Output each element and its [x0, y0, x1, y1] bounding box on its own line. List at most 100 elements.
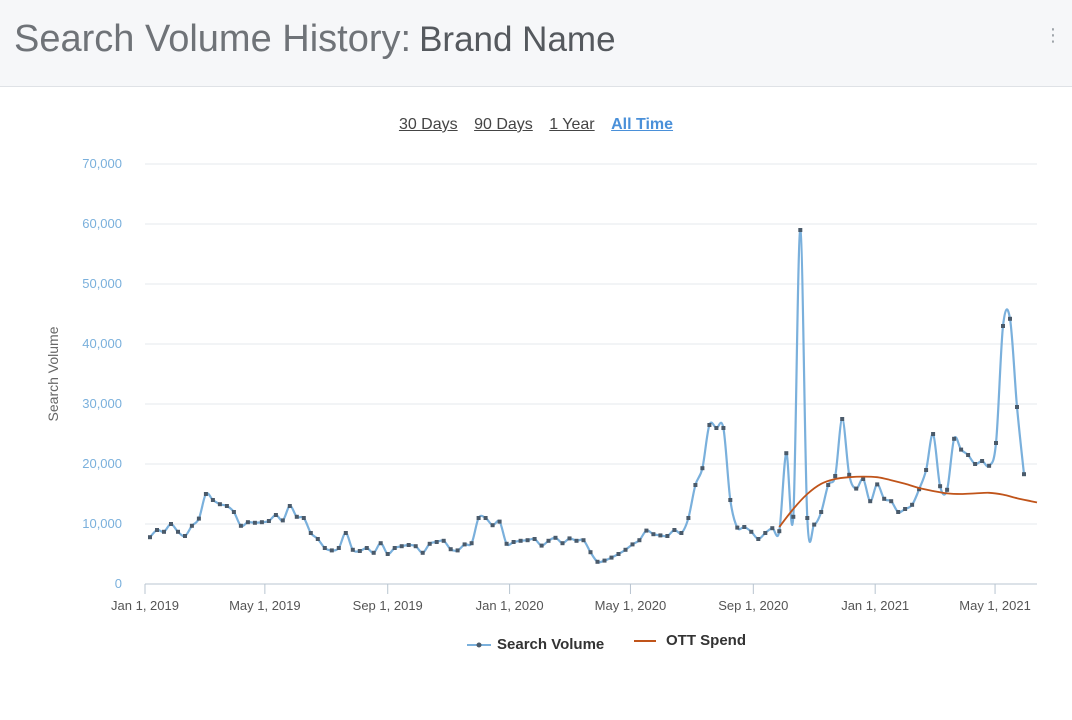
search-volume-point [455, 548, 460, 553]
range-30-days-link[interactable]: 30 Days [398, 116, 458, 133]
search-volume-point [434, 540, 439, 544]
ott-spend-line [778, 475, 1038, 528]
search-volume-point [973, 462, 978, 466]
search-volume-point [203, 492, 208, 496]
range-1-year-link[interactable]: 1 Year [549, 116, 595, 133]
search-volume-point [861, 477, 866, 481]
search-volume-point [602, 558, 607, 563]
search-volume-point [231, 510, 236, 514]
search-volume-point [812, 522, 817, 527]
search-volume-point [441, 538, 446, 543]
search-volume-point [1008, 316, 1012, 321]
search-volume-point [791, 514, 796, 519]
search-volume-point [875, 482, 880, 487]
legend-ott-spend-label: OTT Spend [666, 632, 746, 649]
search-volume-point [966, 453, 971, 457]
search-volume-point [169, 522, 173, 526]
search-volume-point [686, 516, 691, 520]
search-volume-point [322, 546, 327, 550]
search-volume-point [637, 538, 642, 543]
y-tick-label: 20,000 [82, 456, 122, 471]
search-volume-point [476, 516, 481, 520]
search-volume-point [308, 531, 313, 535]
legend-ott-spend[interactable]: OTT Spend [632, 632, 746, 649]
search-volume-point [399, 544, 404, 549]
x-tick-label: May 1, 2019 [229, 598, 301, 613]
search-volume-point [658, 533, 663, 538]
search-volume-point [980, 459, 985, 463]
search-volume-point [588, 550, 593, 555]
search-volume-point [217, 502, 222, 507]
search-volume-point [784, 451, 789, 456]
search-volume-point [336, 546, 341, 550]
search-volume-point [987, 463, 992, 468]
search-volume-point [420, 550, 425, 555]
search-volume-point [497, 519, 502, 524]
search-volume-point [238, 523, 243, 528]
search-volume-point [889, 499, 894, 504]
search-volume-point [574, 538, 579, 543]
search-volume-point [371, 550, 376, 555]
search-volume-point [162, 529, 166, 534]
search-volume-point [714, 426, 719, 430]
page-title: Search Volume History: Brand Name [14, 18, 616, 61]
x-tick-label: Jan 1, 2021 [841, 598, 909, 613]
search-volume-point [385, 552, 390, 556]
search-volume-point [651, 532, 656, 537]
search-volume-point [945, 487, 950, 492]
y-tick-label: 30,000 [82, 396, 122, 411]
search-volume-point [910, 502, 915, 507]
search-volume-point [630, 542, 635, 547]
search-volume-point [868, 499, 873, 504]
search-volume-point [329, 548, 334, 553]
search-volume-point [155, 528, 159, 532]
x-tick-label: Jan 1, 2019 [111, 598, 179, 613]
search-volume-point [917, 487, 922, 492]
search-volume-point [700, 466, 705, 471]
y-tick-label: 70,000 [82, 156, 122, 171]
kebab-menu-icon[interactable]: ⋮ [1044, 25, 1062, 45]
search-volume-point [882, 496, 887, 501]
x-tick-label: Sep 1, 2019 [353, 598, 423, 613]
search-volume-point [183, 534, 187, 538]
search-volume-point [756, 537, 761, 541]
search-volume-point [826, 483, 831, 487]
search-volume-point [504, 541, 509, 546]
search-volume-point [245, 520, 250, 525]
search-volume-point [469, 541, 474, 546]
search-volume-point [315, 537, 320, 541]
search-volume-point [938, 484, 943, 489]
search-volume-point [581, 538, 586, 543]
range-all-time-link[interactable]: All Time [611, 116, 674, 133]
title-brand: Brand Name [419, 20, 616, 59]
search-volume-point [378, 541, 383, 546]
search-volume-point [805, 516, 810, 520]
search-volume-point [462, 542, 467, 547]
search-volume-point [623, 547, 628, 552]
search-volume-point [728, 498, 733, 502]
legend-search-volume[interactable]: Search Volume [467, 636, 604, 653]
search-volume-point [595, 559, 600, 564]
search-volume-point [294, 514, 299, 519]
y-tick-label: 60,000 [82, 216, 122, 231]
search-volume-point [833, 474, 838, 478]
search-volume-point [287, 504, 292, 508]
legend-search-volume-label: Search Volume [497, 636, 605, 653]
search-volume-point [847, 472, 852, 477]
search-volume-point [567, 536, 572, 541]
search-volume-point [273, 513, 278, 517]
y-tick-label: 10,000 [82, 516, 122, 531]
search-volume-point [448, 547, 453, 552]
search-volume-point [1022, 472, 1026, 477]
legend-search-volume-swatch [467, 642, 491, 647]
search-volume-point [560, 541, 565, 546]
search-volume-point [749, 529, 754, 534]
search-volume-point [854, 486, 859, 491]
x-tick-label: Jan 1, 2020 [476, 598, 544, 613]
search-volume-point [903, 507, 908, 511]
search-volume-point [819, 510, 824, 514]
search-volume-point [511, 540, 516, 544]
range-90-days-link[interactable]: 90 Days [474, 116, 533, 133]
search-volume-point [539, 543, 544, 548]
search-volume-point [952, 436, 957, 441]
